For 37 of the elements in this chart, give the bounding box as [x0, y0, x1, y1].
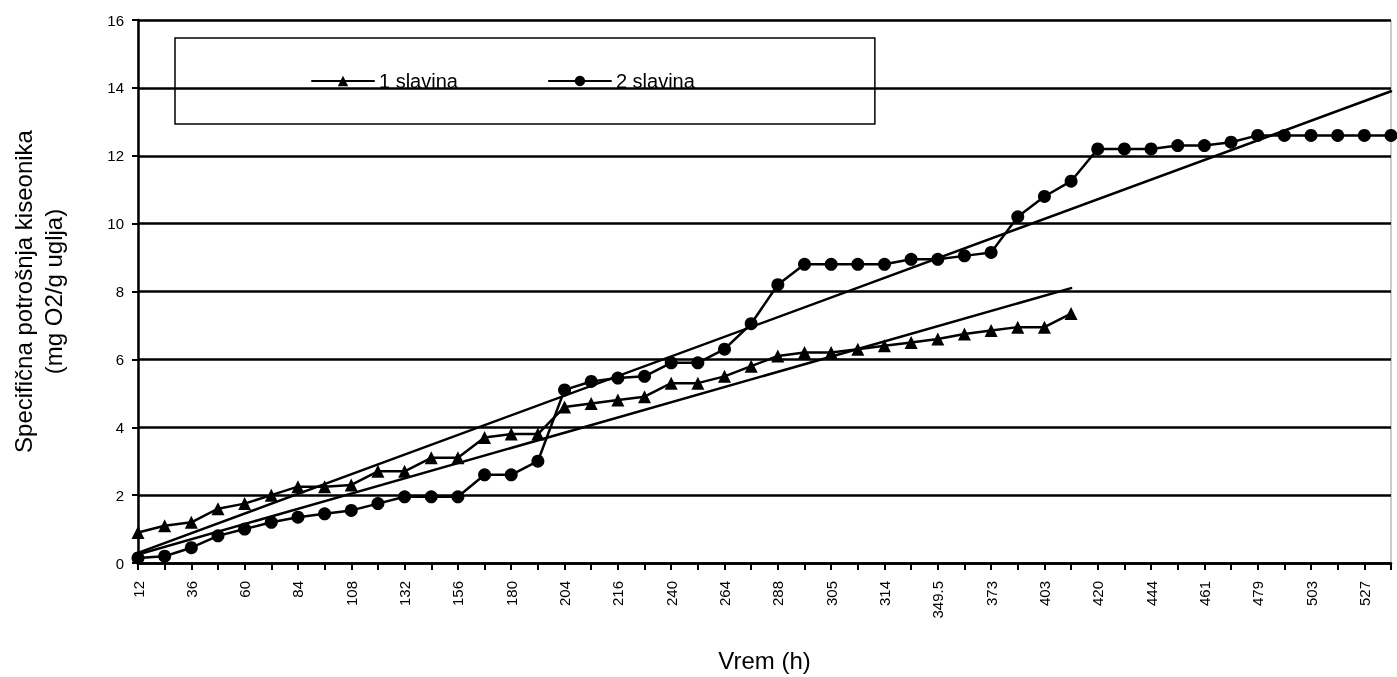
x-tick-label: 204: [556, 581, 574, 607]
x-tick-label: 479: [1249, 581, 1267, 607]
y-tick-label: 2: [115, 486, 124, 504]
x-tick-label: 36: [182, 581, 200, 598]
x-tick-label: 180: [502, 581, 520, 607]
x-tick-label: 108: [342, 581, 360, 607]
x-tick-label: 305: [822, 581, 840, 607]
x-axis-title: Vrem (h): [718, 646, 811, 674]
legend-label: 1 slavina: [379, 70, 459, 92]
y-tick-label: 4: [115, 418, 124, 436]
x-tick-label: 373: [982, 581, 1000, 607]
x-tick-label: 264: [716, 581, 734, 607]
x-tick-label: 527: [1355, 581, 1373, 607]
x-tick-label: 420: [1089, 581, 1107, 607]
x-tick-label: 132: [396, 581, 414, 607]
x-tick-label: 503: [1302, 581, 1320, 607]
x-tick-label: 403: [1035, 581, 1053, 607]
x-tick-label: 216: [609, 581, 627, 607]
x-tick-label: 240: [662, 581, 680, 607]
x-tick-label: 84: [289, 581, 307, 598]
x-tick-label: 444: [1142, 581, 1160, 607]
y-tick-label: 12: [107, 147, 124, 165]
x-tick-label: 156: [449, 581, 467, 607]
x-tick-label: 314: [875, 581, 893, 607]
y-tick-label: 14: [107, 79, 124, 97]
x-tick-label: 288: [769, 581, 787, 607]
x-tick-label: 12: [129, 581, 147, 598]
legend-label: 2 slavina: [615, 70, 696, 92]
y-tick-label: 6: [115, 350, 124, 368]
y-tick-label: 0: [115, 554, 124, 572]
x-tick-label: 60: [236, 581, 254, 598]
y-tick-label: 10: [107, 215, 124, 233]
y-axis-title: Specifična potrošnja kiseonika (mg O2/g uglja): [9, 129, 67, 453]
x-tick-label: 461: [1195, 581, 1213, 607]
y-tick-label: 8: [115, 283, 124, 300]
y-tick-label: 16: [107, 11, 124, 29]
x-tick-label: 349.5: [929, 581, 947, 619]
